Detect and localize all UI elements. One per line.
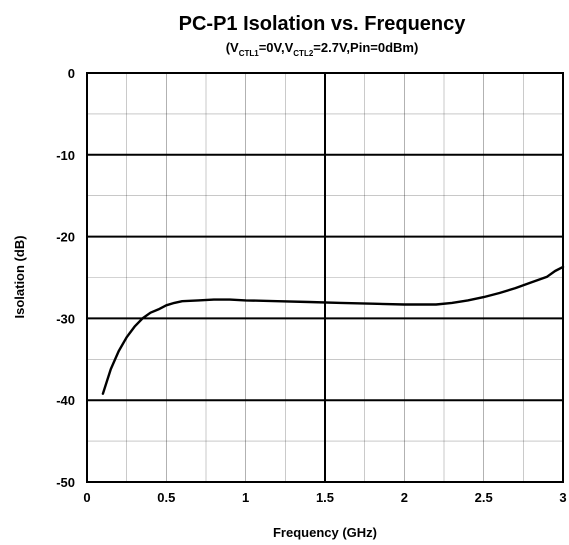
plot-frame (86, 72, 564, 483)
grid (86, 72, 564, 483)
x-tick-label: 0.5 (157, 490, 175, 505)
y-tick-label: -30 (56, 311, 75, 326)
y-tick-label: -40 (56, 393, 75, 408)
y-tick-label: -50 (56, 475, 75, 490)
series-layer (101, 265, 565, 395)
y-axis-label: Isolation (dB) (12, 235, 27, 318)
x-tick-label: 1 (242, 490, 249, 505)
x-tick-label: 3 (559, 490, 566, 505)
x-tick-label: 0 (83, 490, 90, 505)
y-tick-label: 0 (68, 66, 75, 81)
y-tick-label: -10 (56, 148, 75, 163)
x-axis-label: Frequency (GHz) (273, 525, 377, 540)
series-line (101, 265, 565, 395)
x-tick-label: 1.5 (316, 490, 334, 505)
tick-labels: 0 0.5 1 1.5 2 2.5 3 0 -10 -20 -30 -40 -50 (56, 66, 566, 505)
chart-subtitle: (VCTL1=0V,VCTL2=2.7V,Pin=0dBm) (226, 40, 419, 58)
y-tick-label: -20 (56, 230, 75, 245)
x-tick-label: 2.5 (475, 490, 493, 505)
chart-title: PC-P1 Isolation vs. Frequency (179, 13, 467, 35)
x-tick-label: 2 (401, 490, 408, 505)
